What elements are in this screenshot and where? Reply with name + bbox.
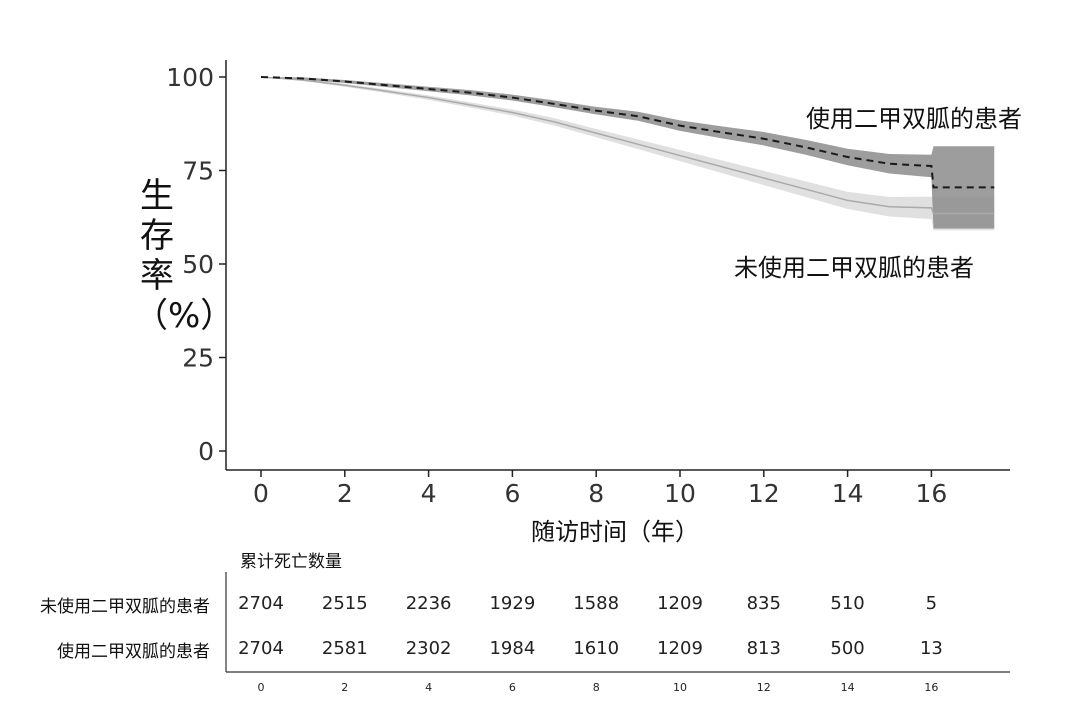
risk-table-title: 累计死亡数量: [240, 552, 342, 572]
risk-table-tick-label: 12: [756, 681, 771, 694]
risk-table-tick-label: 14: [840, 681, 855, 694]
risk-cell: 1929: [489, 593, 536, 614]
y-tick-label: 0: [198, 437, 214, 466]
risk-table-tick-label: 6: [508, 681, 516, 694]
risk-cell: 1209: [657, 593, 703, 614]
risk-table-tick-label: 10: [673, 681, 687, 694]
risk-cell: 813: [746, 638, 781, 659]
y-axis-label-main: 生存率: [140, 176, 174, 296]
risk-row-label: 未使用二甲双胍的患者: [40, 597, 210, 617]
y-tick-label: 50: [182, 250, 214, 279]
x-tick-label: 8: [588, 479, 604, 508]
risk-cell: 2515: [321, 593, 368, 614]
x-tick-label: 6: [504, 479, 520, 508]
x-tick-label: 4: [421, 479, 437, 508]
x-tick-label: 0: [253, 479, 269, 508]
y-tick-label: 100: [166, 63, 214, 92]
legend-label-no-metformin: 未使用二甲双胍的患者: [734, 254, 974, 282]
risk-cell: 2236: [405, 593, 452, 614]
risk-table-tick-label: 2: [341, 681, 349, 694]
series-line-no-metformin: [260, 76, 995, 215]
risk-cell: 835: [746, 593, 781, 614]
risk-cell: 5: [925, 593, 938, 614]
x-axis-label: 随访时间（年）: [531, 518, 699, 546]
x-tick-label: 14: [832, 479, 864, 508]
x-tick-label: 16: [915, 479, 947, 508]
risk-cell: 510: [830, 593, 865, 614]
ci-band-metformin: [261, 77, 995, 229]
series-line-metformin: [260, 76, 995, 189]
y-tick-label: 25: [182, 344, 214, 373]
y-axis-label-unit: （%）: [134, 296, 235, 336]
risk-cell: 1588: [573, 593, 620, 614]
risk-cell: 2302: [405, 638, 452, 659]
risk-table-tick-label: 4: [425, 681, 433, 694]
risk-cell: 2704: [238, 593, 284, 614]
risk-cell: 1209: [657, 638, 703, 659]
risk-table-tick-label: 0: [257, 681, 265, 694]
legend-label-metformin: 使用二甲双胍的患者: [806, 105, 1022, 133]
risk-row-label: 使用二甲双胍的患者: [57, 642, 210, 662]
y-axis-label: 生存率 （%）: [134, 176, 235, 336]
x-tick-label: 2: [337, 479, 353, 508]
risk-table-tick-label: 8: [592, 681, 600, 694]
ci-band-no-metformin: [261, 77, 995, 231]
risk-cell: 1610: [573, 638, 620, 659]
risk-cell: 1984: [489, 638, 536, 659]
risk-cell: 500: [830, 638, 865, 659]
y-tick-label: 75: [182, 157, 214, 186]
risk-table-tick-label: 16: [924, 681, 939, 694]
x-tick-label: 12: [748, 479, 780, 508]
risk-cell: 13: [919, 638, 943, 659]
risk-cell: 2704: [238, 638, 284, 659]
x-tick-label: 10: [664, 479, 696, 508]
risk-cell: 2581: [321, 638, 368, 659]
